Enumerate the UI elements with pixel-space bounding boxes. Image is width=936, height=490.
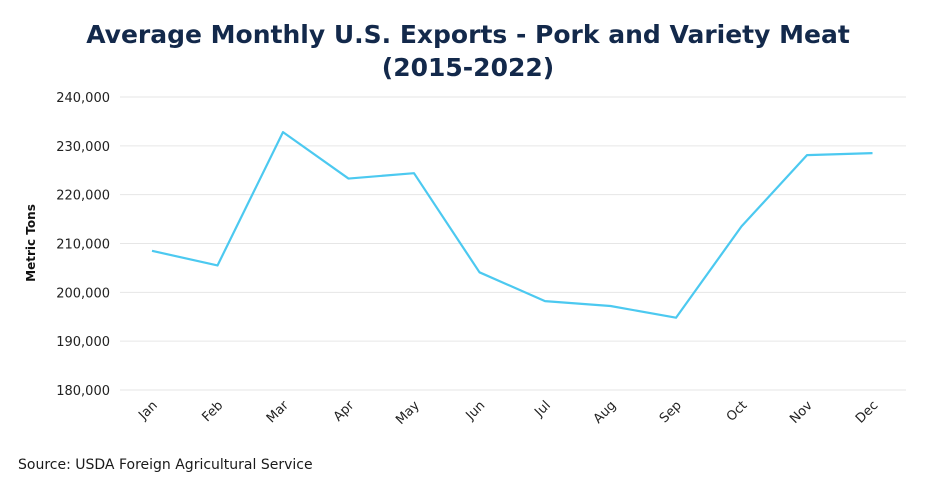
x-tick-label: Aug — [591, 398, 620, 427]
x-tick-label: Dec — [853, 398, 881, 426]
y-tick-label: 230,000 — [56, 140, 110, 155]
x-tick-label: Jun — [463, 398, 489, 424]
y-tick-label: 210,000 — [56, 238, 110, 253]
y-axis-label: Metric Tons — [24, 204, 38, 282]
x-tick-label: Apr — [331, 398, 358, 425]
x-tick-label: Sep — [657, 398, 685, 426]
y-tick-label: 220,000 — [56, 189, 110, 204]
grid-lines — [120, 96, 906, 391]
data-series — [151, 131, 873, 319]
chart-title-line-1: Average Monthly U.S. Exports - Pork and … — [86, 20, 850, 49]
y-axis-ticks: 180,000 190,000 200,000 210,000 220,000 230,0… — [56, 91, 110, 399]
x-tick-label: Oct — [724, 398, 751, 425]
y-tick-label: 200,000 — [56, 286, 110, 301]
x-tick-label: Nov — [787, 398, 816, 427]
y-tick-label: 240,000 — [56, 91, 110, 106]
y-tick-label: 190,000 — [56, 335, 110, 350]
chart-title: Average Monthly U.S. Exports - Pork and … — [0, 18, 936, 84]
x-tick-label: Feb — [199, 398, 226, 425]
y-tick-label: 180,000 — [56, 384, 110, 399]
source-note: Source: USDA Foreign Agricultural Servic… — [18, 457, 313, 473]
x-tick-label: Jul — [531, 398, 553, 420]
x-tick-label: May — [393, 398, 423, 428]
x-tick-label: Mar — [264, 398, 292, 426]
series-line — [151, 131, 873, 319]
chart-title-line-2: (2015-2022) — [381, 53, 555, 82]
x-tick-label: Jan — [135, 398, 160, 423]
x-axis-ticks: Jan Feb Mar Apr May Jun Jul Aug Sep Oct Nov Dec — [135, 398, 881, 428]
